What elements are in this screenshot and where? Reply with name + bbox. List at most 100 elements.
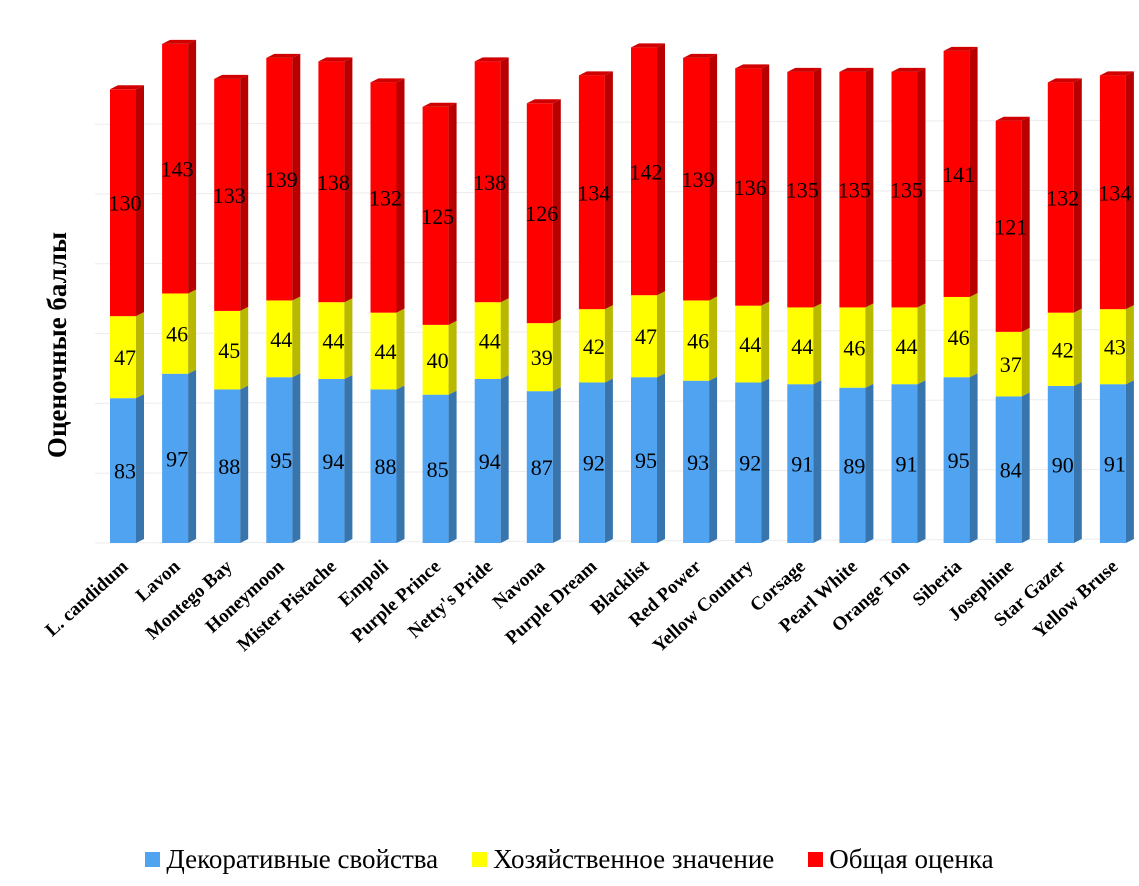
bar-segment [735,305,762,383]
data-label: 44 [791,334,813,359]
bar-side [969,46,978,297]
data-label: 46 [948,325,970,350]
data-label: 134 [1098,180,1131,205]
bar-side [761,64,770,306]
bar-segment [474,378,501,543]
bar-side [917,380,926,543]
data-label: 125 [421,204,454,229]
bar-top [110,85,144,90]
category-label: Purple Dream [502,556,602,649]
bar-side [552,319,561,392]
bar-top [578,71,613,76]
bar-top [995,116,1030,121]
data-label: 94 [322,449,344,474]
bar-side [344,298,353,379]
data-label: 95 [948,448,970,473]
bar-segment [1099,309,1126,385]
bar-segment [526,323,553,392]
data-label: 91 [1104,452,1126,477]
bar-segment [318,378,345,543]
data-label: 136 [734,175,767,200]
bar-side [813,303,822,385]
bar-side [292,296,301,378]
bar-side [1073,308,1082,386]
bar-segment [266,57,293,301]
data-label: 44 [896,334,918,359]
bar-segment [1099,75,1126,310]
bar-segment [891,384,918,543]
bar-segment [735,382,762,543]
bar-segment [839,307,866,388]
bar-side [865,383,874,543]
bar-segment [526,391,553,543]
bar-side [604,71,613,310]
y-axis-label: Оценочные баллы [42,232,72,458]
bar-side [813,380,822,543]
data-label: 92 [583,451,605,476]
legend-label: Хозяйственное значение [493,844,775,874]
bar-side [865,303,874,388]
legend: Декоративные свойства Хозяйственное значе… [0,844,1139,875]
bar-segment [787,71,814,308]
data-label: 44 [270,327,292,352]
data-label: 44 [322,329,344,354]
data-label: 142 [630,159,663,184]
bar-side [969,292,978,378]
bar-segment [526,103,553,324]
bar-segment [839,71,866,308]
data-label: 135 [786,178,819,203]
bar-side [240,74,249,311]
data-label: 46 [843,336,865,361]
data-label: 44 [375,339,397,364]
bar-side [136,394,144,543]
bar-side [552,387,561,543]
bar-side [1125,305,1134,385]
bar-side [344,374,353,543]
bar-segment [683,300,710,381]
bar-segment [422,106,449,325]
bar-top [891,67,926,72]
bar-segment [1099,384,1126,543]
data-label: 47 [635,324,657,349]
bar-segment [266,377,293,543]
bar-top [1047,78,1082,83]
bar-side [292,373,301,543]
bar-side [917,303,926,385]
bar-top [162,39,197,44]
data-label: 91 [791,452,813,477]
bar-side [136,312,144,399]
bar-top [631,43,665,48]
bar-top [422,102,457,107]
data-label: 141 [942,162,975,187]
data-label: 44 [739,332,761,357]
bar-top [839,67,874,72]
bar-side [657,373,665,543]
data-label: 92 [739,451,761,476]
bar-segment [1047,312,1074,386]
data-label: 94 [479,449,501,474]
data-label: 37 [1000,352,1022,377]
legend-swatch [808,852,824,867]
bar-side [344,57,353,303]
bar-segment [995,120,1022,332]
bar-top [214,74,249,79]
data-label: 95 [270,448,292,473]
legend-item: Общая оценка [808,844,994,875]
data-label: 121 [994,214,1027,239]
bar-side [396,308,405,390]
bar-side [865,67,874,308]
bar-segment [683,57,710,301]
bar-top [474,57,509,62]
bar-side [969,373,978,543]
data-label: 135 [890,178,923,203]
bar-segment [683,380,710,543]
category-label: Purple Prince [347,556,445,647]
data-label: 91 [896,452,918,477]
bar-top [526,99,561,104]
data-label: 43 [1104,335,1126,360]
bar-top [318,57,353,62]
bar-side [188,289,197,374]
bars: 83 47 130 97 46 143 88 45 133 95 44 139 94 44 138 88 44 1… [109,39,1134,543]
category-label: L. candidum [41,556,132,641]
bar-top [735,64,770,69]
